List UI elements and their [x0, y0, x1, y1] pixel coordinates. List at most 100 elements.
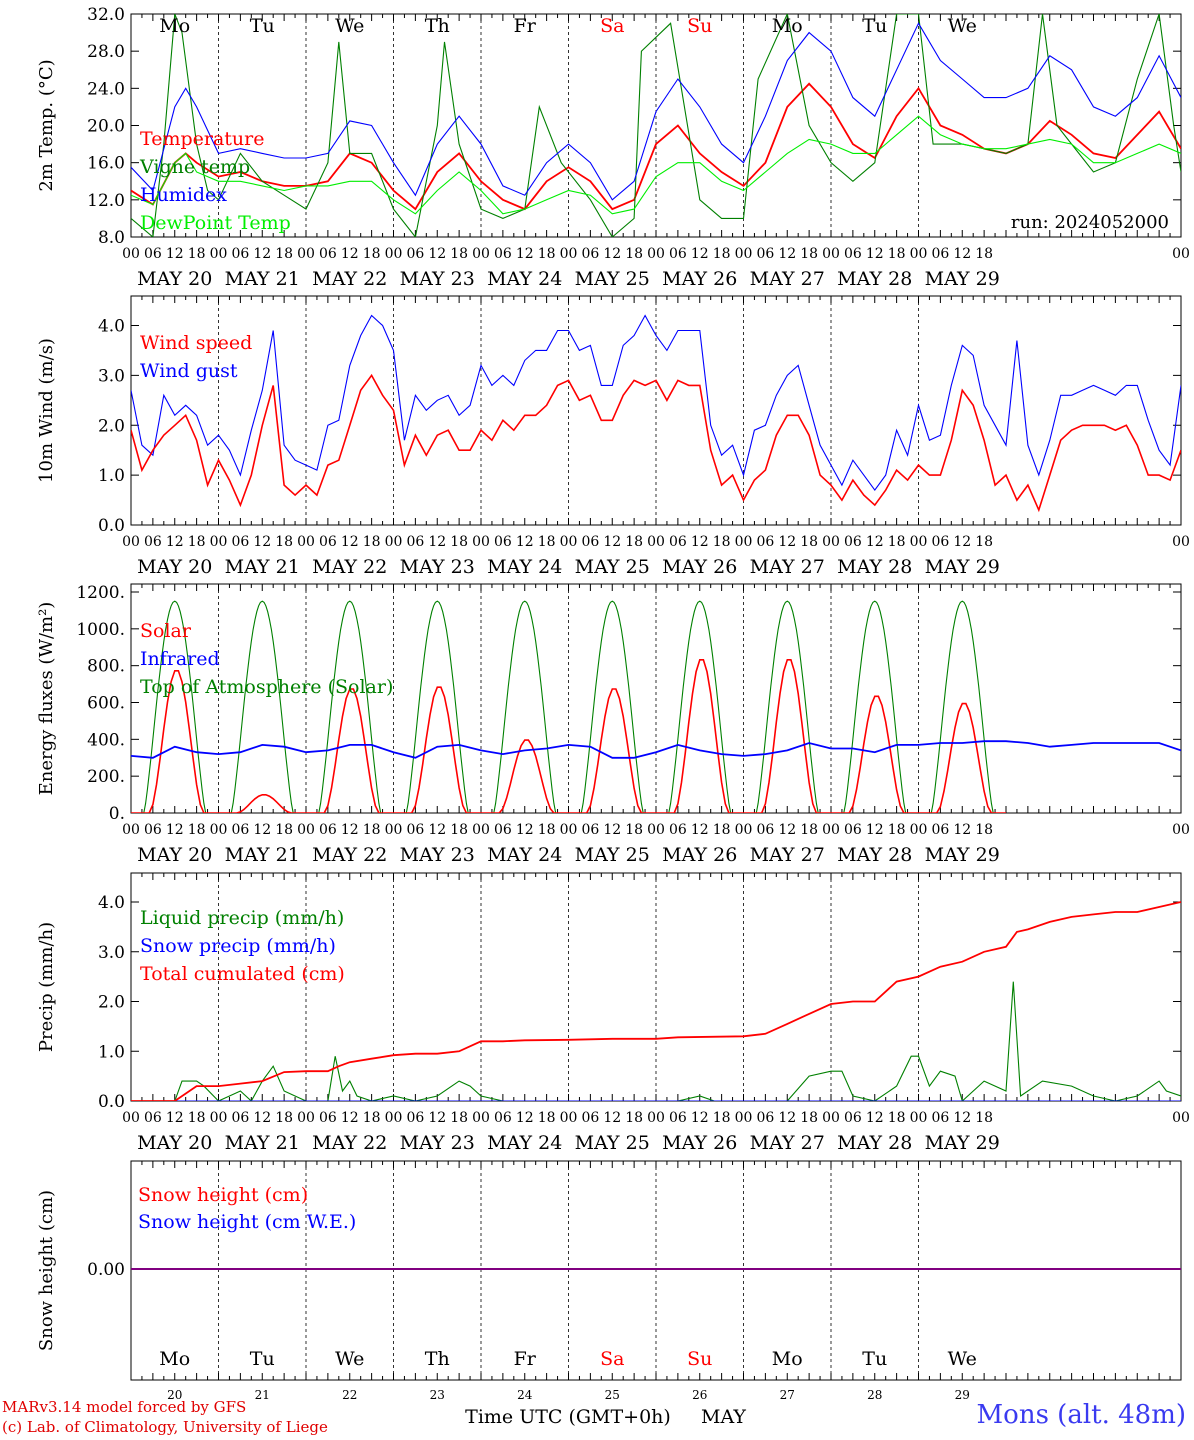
hour-tick-label: 18 — [625, 822, 643, 838]
hour-tick-label: 06 — [406, 1110, 424, 1126]
date-label: MAY 23 — [400, 844, 475, 866]
legend-entry: Snow height (cm) — [138, 1184, 308, 1206]
hour-tick-label: 00 — [122, 246, 140, 262]
plot-frame — [130, 13, 1182, 238]
hour-tick-label: 18 — [713, 1110, 731, 1126]
hour-tick-label: 12 — [341, 822, 359, 838]
hour-tick-label: 00 — [297, 246, 315, 262]
hour-tick-label: 12 — [603, 534, 621, 550]
hour-tick-label: 00 — [647, 534, 665, 550]
legend-entry: Liquid precip (mm/h) — [140, 907, 344, 929]
y-tick-label: 4.0 — [98, 893, 125, 913]
hour-tick-label: 06 — [231, 534, 249, 550]
day-of-week-label: Mo — [772, 15, 803, 37]
y-tick-label: 20.0 — [87, 117, 125, 137]
panel-3: 0. 200. 400. 600. 800. 1000. 1200. Energy fluxe… — [36, 583, 1182, 824]
hour-tick-label: 06 — [931, 534, 949, 550]
date-label: MAY 29 — [925, 844, 1000, 866]
hour-tick-label: 06 — [931, 246, 949, 262]
hour-tick-label: 12 — [778, 246, 796, 262]
day-number-label: 26 — [692, 1388, 707, 1402]
hour-tick-label: 06 — [406, 822, 424, 838]
hour-tick-label: 18 — [450, 1110, 468, 1126]
hour-tick-label: 12 — [516, 534, 534, 550]
hour-tick-label: 06 — [144, 246, 162, 262]
panel-4: 0.0 1.0 2.0 3.0 4.0 Precip (mm/h) — [36, 872, 1182, 1112]
date-label: MAY 20 — [137, 268, 212, 290]
hour-tick-label: 00 — [210, 1110, 228, 1126]
hour-tick-label: 12 — [516, 822, 534, 838]
hour-tick-label: 00 — [472, 1110, 490, 1126]
legend-entry: Top of Atmosphere (Solar) — [140, 676, 393, 698]
date-label: MAY 24 — [487, 268, 562, 290]
hour-tick-label: 00 — [472, 822, 490, 838]
day-number-label: 28 — [867, 1388, 882, 1402]
date-label: MAY 23 — [400, 268, 475, 290]
hour-tick-label: 18 — [188, 534, 206, 550]
date-label: MAY 26 — [662, 556, 737, 578]
hour-tick-label: 12 — [778, 822, 796, 838]
hour-tick-label: 18 — [363, 822, 381, 838]
legend-entry: DewPoint Temp — [140, 212, 291, 234]
series-line — [131, 373, 1181, 513]
date-label: MAY 28 — [837, 1132, 912, 1154]
date-label: MAY 20 — [137, 1132, 212, 1154]
day-number-label: 29 — [955, 1388, 970, 1402]
hour-tick-label: 18 — [363, 534, 381, 550]
legend-entry: Snow height (cm W.E.) — [138, 1211, 356, 1233]
hour-tick-label: 18 — [888, 822, 906, 838]
hour-tick-label: 00 — [735, 822, 753, 838]
y-tick-label: 1000. — [76, 620, 125, 640]
hour-tick-label: 18 — [975, 822, 993, 838]
hour-tick-label: 18 — [888, 246, 906, 262]
y-tick-label: 4.0 — [98, 317, 125, 337]
date-label: MAY 21 — [225, 556, 300, 578]
hour-tick-label: 00 — [1172, 534, 1190, 550]
day-of-week-label: Su — [687, 1348, 712, 1370]
date-label: MAY 27 — [750, 844, 825, 866]
hour-tick-label: 18 — [888, 534, 906, 550]
day-number-label: 25 — [605, 1388, 620, 1402]
y-tick-label: 0. — [109, 804, 125, 824]
hour-tick-label: 12 — [866, 1110, 884, 1126]
hour-tick-label: 18 — [363, 246, 381, 262]
hour-tick-label: 12 — [691, 246, 709, 262]
y-tick-label: 24.0 — [87, 79, 125, 99]
hour-tick-label: 12 — [778, 1110, 796, 1126]
hour-tick-label: 12 — [428, 534, 446, 550]
hour-tick-label: 00 — [1172, 246, 1190, 262]
hour-tick-label: 06 — [931, 822, 949, 838]
legend-entry: Snow precip (mm/h) — [140, 935, 336, 957]
hour-tick-label: 12 — [866, 822, 884, 838]
hour-tick-label: 06 — [756, 1110, 774, 1126]
hour-tick-label: 06 — [581, 246, 599, 262]
hour-tick-label: 00 — [385, 246, 403, 262]
day-of-week-label: Tu — [862, 15, 887, 37]
hour-tick-label: 06 — [669, 534, 687, 550]
date-label: MAY 27 — [750, 268, 825, 290]
date-label: MAY 21 — [225, 268, 300, 290]
y-tick-label: 16.0 — [87, 154, 125, 174]
hour-tick-label: 06 — [319, 246, 337, 262]
hour-tick-label: 00 — [735, 534, 753, 550]
date-label: MAY 23 — [400, 1132, 475, 1154]
y-tick-label: 2.0 — [98, 993, 125, 1013]
hour-tick-label: 06 — [494, 246, 512, 262]
hour-tick-label: 06 — [931, 1110, 949, 1126]
hour-tick-label: 18 — [363, 1110, 381, 1126]
date-label: MAY 22 — [312, 844, 387, 866]
day-of-week-label: We — [335, 1348, 364, 1370]
date-label: MAY 27 — [750, 1132, 825, 1154]
hour-tick-label: 12 — [341, 1110, 359, 1126]
day-of-week-label: Th — [425, 15, 450, 37]
date-label: MAY 29 — [925, 1132, 1000, 1154]
y-axis-label: Energy fluxes (W/m²) — [36, 602, 57, 796]
y-tick-label: 0.0 — [98, 1092, 125, 1112]
hour-tick-label: 00 — [472, 534, 490, 550]
hour-tick-label: 12 — [691, 1110, 709, 1126]
series-line — [131, 115, 1181, 215]
run-annotation: run: 2024052000 — [1011, 212, 1169, 233]
date-label: MAY 28 — [837, 844, 912, 866]
